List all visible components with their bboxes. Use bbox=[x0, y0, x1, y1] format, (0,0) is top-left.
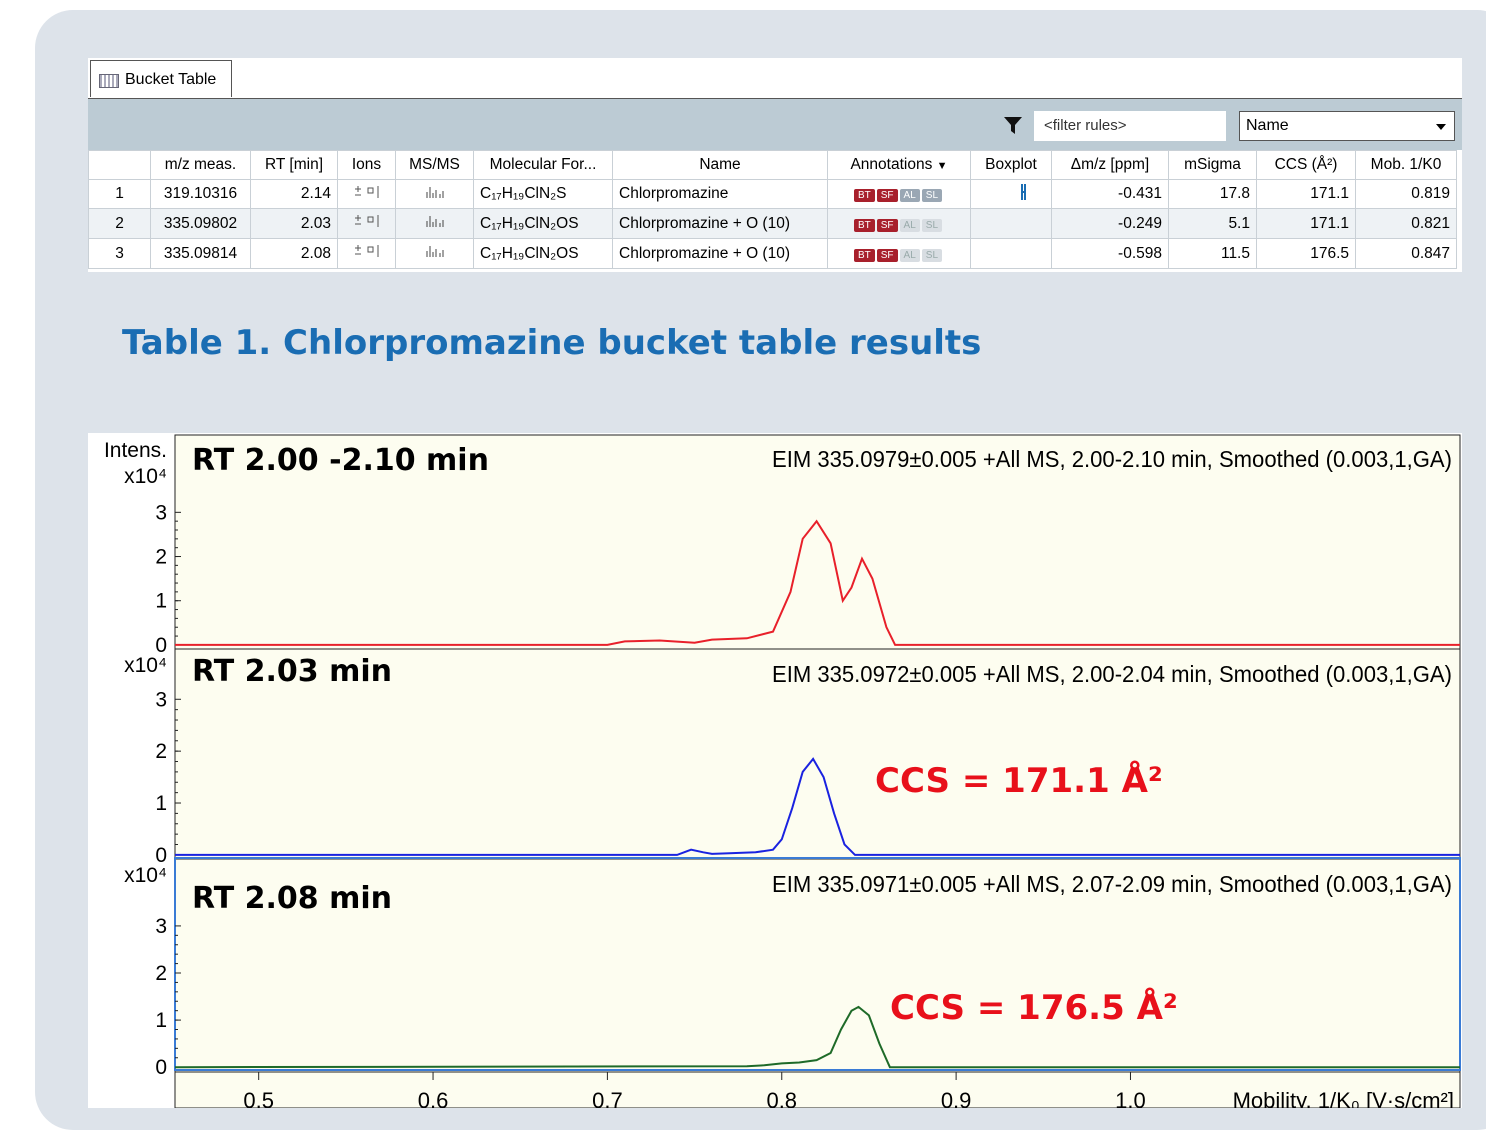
filter-icon[interactable] bbox=[1004, 117, 1022, 135]
ions-icon bbox=[354, 215, 378, 227]
icon-cell bbox=[970, 208, 1052, 239]
ions-icon bbox=[354, 185, 378, 198]
annotation-badge: AL bbox=[899, 189, 920, 202]
boxplot-icon bbox=[971, 239, 1007, 263]
bucket-table-window: Bucket Table <filter rules> Name m/z mea… bbox=[88, 58, 1462, 272]
annotation-badge: BT bbox=[853, 218, 875, 232]
column-header[interactable]: mSigma bbox=[1168, 150, 1257, 180]
tab-row: Bucket Table bbox=[88, 58, 1462, 99]
column-header[interactable]: CCS (Å²) bbox=[1256, 150, 1356, 180]
icon-cell bbox=[970, 179, 1052, 209]
cell-formula: C₁₇H₁₉ClN₂OS bbox=[473, 208, 613, 239]
column-header[interactable]: m/z meas. bbox=[150, 150, 251, 180]
cell-mob: 0.847 bbox=[1355, 238, 1457, 269]
cell-dmz: -0.598 bbox=[1051, 238, 1169, 269]
icon-cell bbox=[337, 238, 396, 269]
cell-dmz: -0.431 bbox=[1051, 179, 1169, 209]
column-header[interactable]: MS/MS bbox=[395, 150, 474, 180]
cell-ccs: 176.5 bbox=[1256, 238, 1356, 269]
column-header[interactable]: Boxplot bbox=[970, 150, 1052, 180]
cell-rt: 2.14 bbox=[250, 179, 338, 209]
annotation-badge: SL bbox=[921, 218, 943, 232]
annotation-badge: AL bbox=[899, 248, 920, 262]
sort-arrow: ▼ bbox=[936, 160, 948, 172]
caption: Table 1. Chlorpromazine bucket table res… bbox=[122, 323, 982, 363]
bucket-table: m/z meas. RT [min] Ions MS/MS Molecular For.… bbox=[88, 150, 1457, 269]
column-header[interactable]: Mob. 1/K0 bbox=[1355, 150, 1457, 180]
cell-dmz: -0.249 bbox=[1051, 208, 1169, 239]
header-row: m/z meas. RT [min] Ions MS/MS Molecular For.… bbox=[88, 150, 1457, 180]
cell-mob: 0.821 bbox=[1355, 208, 1457, 239]
cell-name: Chlorpromazine + O (10) bbox=[612, 238, 828, 269]
icon-cell bbox=[395, 179, 474, 209]
msms-icon bbox=[426, 216, 443, 227]
cell-ccs: 171.1 bbox=[1256, 179, 1356, 209]
toolbar: <filter rules> Name bbox=[88, 99, 1462, 150]
cell-msigma: 11.5 bbox=[1168, 238, 1257, 269]
column-header[interactable]: Ions bbox=[337, 150, 396, 180]
tab[interactable]: Bucket Table bbox=[90, 60, 232, 97]
annotation-badge: BT bbox=[853, 248, 875, 262]
annotation-badge: BT bbox=[853, 189, 875, 202]
cell-mob: 0.819 bbox=[1355, 179, 1457, 209]
icon-cell bbox=[395, 238, 474, 269]
boxplot-icon bbox=[1021, 183, 1026, 200]
msms-icon bbox=[426, 246, 443, 257]
cell-formula: C₁₇H₁₉ClN₂OS bbox=[473, 238, 613, 269]
annotation-badge: AL bbox=[899, 218, 920, 232]
boxplot-icon bbox=[971, 209, 1007, 233]
cell-msigma: 5.1 bbox=[1168, 208, 1257, 239]
dropdown[interactable]: Name bbox=[1239, 111, 1455, 141]
cell-msigma: 17.8 bbox=[1168, 179, 1257, 209]
header-cell bbox=[88, 150, 151, 180]
cell-mz: 319.10316 bbox=[150, 179, 251, 209]
column-header[interactable]: Molecular For... bbox=[473, 150, 613, 180]
row-number: 3 bbox=[88, 238, 151, 269]
icon-cell bbox=[970, 238, 1052, 269]
cell-rt: 2.08 bbox=[250, 238, 338, 269]
filter-placeholder: <filter rules> bbox=[1044, 117, 1127, 134]
row-number: 2 bbox=[88, 208, 151, 239]
ions-icon bbox=[354, 245, 378, 257]
cell-rt: 2.03 bbox=[250, 208, 338, 239]
annotation-badge: SL bbox=[921, 189, 943, 202]
table-row[interactable]: 3 335.09814 2.08 C₁₇H₁₉ClN₂OS Chlorpromazine… bbox=[88, 238, 1457, 269]
icon-cell bbox=[337, 179, 396, 209]
row-number: 1 bbox=[88, 179, 151, 209]
cell-mz: 335.09802 bbox=[150, 208, 251, 239]
dropdown-value: Name bbox=[1246, 117, 1289, 134]
column-header[interactable]: Name bbox=[612, 150, 828, 180]
annotation-badge: SF bbox=[876, 189, 898, 202]
filter-input[interactable]: <filter rules> bbox=[1034, 111, 1226, 141]
tab-label: Bucket Table bbox=[125, 71, 217, 88]
icon-cell bbox=[337, 208, 396, 239]
column-header[interactable]: RT [min] bbox=[250, 150, 338, 180]
annotation-badge: SF bbox=[876, 248, 898, 262]
cell-mz: 335.09814 bbox=[150, 238, 251, 269]
annotation-badge: SL bbox=[921, 248, 943, 262]
cell-name: Chlorpromazine + O (10) bbox=[612, 208, 828, 239]
table-row[interactable]: 1 319.10316 2.14 C₁₇H₁₉ClN₂S Chlorpromazine B… bbox=[88, 179, 1457, 209]
annotation-badge: SF bbox=[876, 218, 898, 232]
cell-formula: C₁₇H₁₉ClN₂S bbox=[473, 179, 613, 209]
icon-cell: BT SF AL SL bbox=[827, 208, 971, 239]
icon-cell bbox=[395, 208, 474, 239]
column-header[interactable]: Annotations ▼ bbox=[827, 150, 971, 180]
icon-cell: BT SF AL SL bbox=[827, 238, 971, 269]
cell-name: Chlorpromazine bbox=[612, 179, 828, 209]
icon-cell: BT SF AL SL bbox=[827, 179, 971, 209]
cell-ccs: 171.1 bbox=[1256, 208, 1356, 239]
table-row[interactable]: 2 335.09802 2.03 C₁₇H₁₉ClN₂OS Chlorpromazine… bbox=[88, 208, 1457, 239]
column-header[interactable]: Δm/z [ppm] bbox=[1051, 150, 1169, 180]
msms-icon bbox=[426, 186, 443, 198]
